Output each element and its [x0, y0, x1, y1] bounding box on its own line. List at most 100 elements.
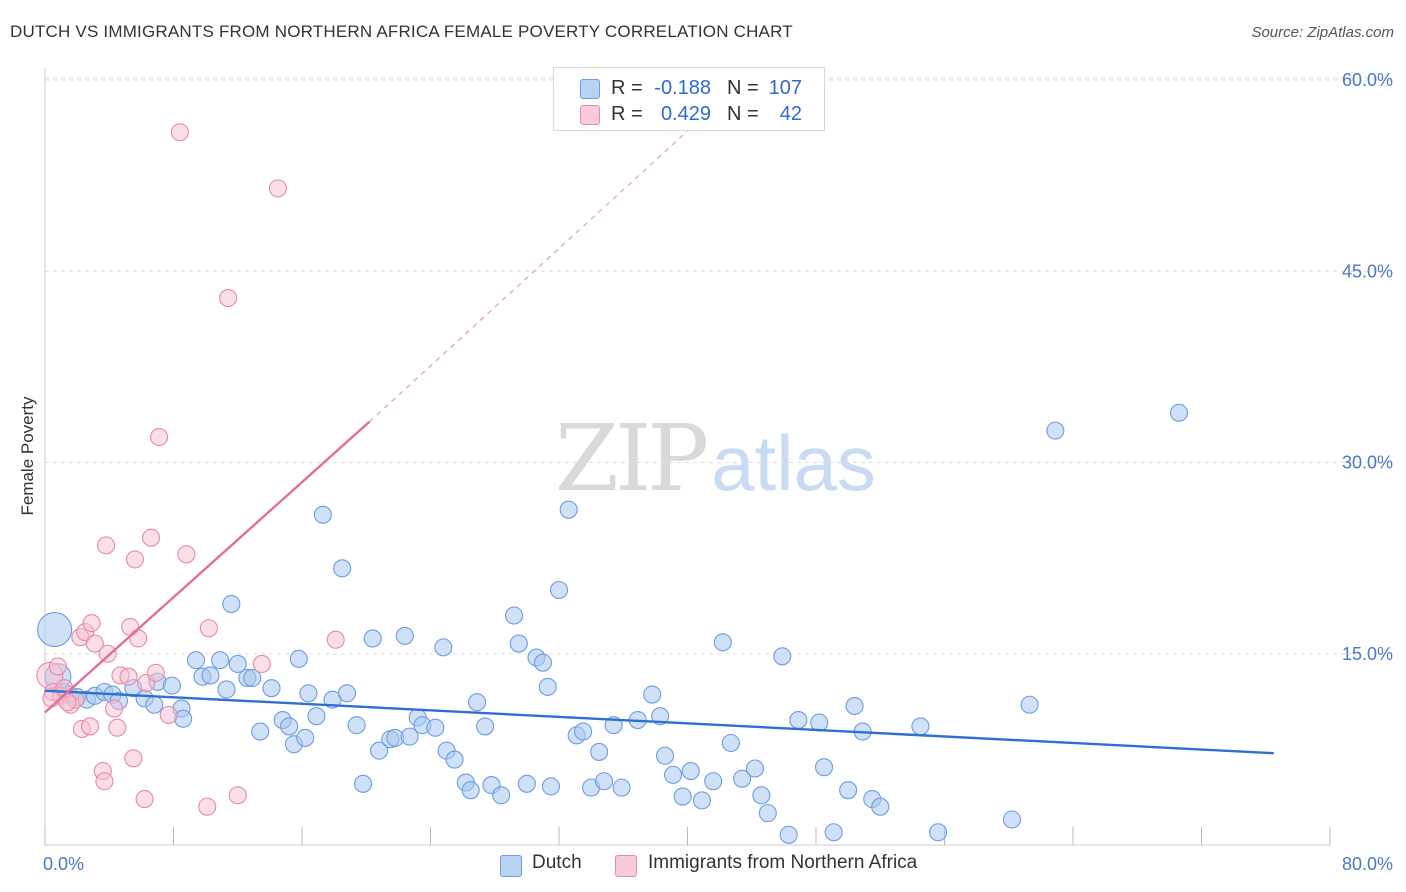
legend-row-immigrants: R = 0.429 N = 42: [554, 101, 824, 127]
dutch-point: [296, 728, 315, 747]
dutch-point: [201, 666, 220, 685]
dutch-point: [692, 791, 712, 810]
watermark-zip: ZIP: [555, 405, 709, 512]
dutch-point: [426, 718, 445, 737]
y-tick-label: 30.0%: [1342, 453, 1393, 473]
immigrants-point: [124, 749, 143, 768]
immigrants-point: [326, 630, 345, 649]
source-label: Source: ZipAtlas.com: [1251, 24, 1394, 41]
bottom-legend-swatch-dutch: [500, 855, 522, 877]
dutch-point: [574, 722, 593, 741]
immigrants-point: [82, 614, 101, 633]
dutch-point: [594, 772, 614, 791]
dutch-point: [228, 654, 247, 674]
legend-n-label: N =: [727, 103, 759, 125]
dutch-point: [333, 559, 352, 578]
dutch-point: [492, 786, 511, 805]
immigrants-point: [268, 179, 287, 198]
immigrants-point: [98, 644, 117, 663]
dutch-trend-line: [44, 689, 1274, 755]
dutch-point: [789, 710, 808, 730]
dutch-point: [704, 772, 723, 791]
immigrants-trend-extension: [369, 130, 688, 423]
immigrants-trend-line: [44, 420, 371, 714]
dutch-point: [299, 684, 318, 703]
dutch-point: [289, 649, 308, 668]
dutch-point: [280, 717, 299, 736]
immigrants-point: [219, 288, 238, 308]
bottom-legend-swatch-immigrants: [615, 855, 637, 877]
dutch-point: [445, 750, 464, 769]
dutch-point: [773, 647, 792, 666]
y-tick-label: 15.0%: [1342, 644, 1393, 664]
chart-title: DUTCH VS IMMIGRANTS FROM NORTHERN AFRICA…: [10, 22, 793, 41]
dutch-point: [1046, 421, 1065, 440]
immigrants-point: [129, 629, 148, 648]
x-tick-label: 0.0%: [43, 854, 84, 874]
dutch-point: [663, 765, 683, 784]
dutch-point: [347, 716, 366, 735]
immigrants-point: [146, 663, 165, 682]
immigrants-point: [96, 536, 116, 555]
legend-r-label: R =: [611, 103, 643, 125]
dutch-point: [1002, 810, 1022, 829]
immigrants-point: [48, 657, 67, 676]
dutch-point: [243, 668, 262, 688]
dutch-point: [541, 777, 561, 796]
dutch-point: [1169, 403, 1189, 422]
dutch-point: [713, 633, 732, 652]
dutch-point: [673, 787, 692, 806]
dutch-point: [504, 606, 524, 625]
correlation-legend: R = -0.188 N = 107 R = 0.429 N = 42: [553, 67, 825, 131]
y-tick-label: 60.0%: [1342, 70, 1393, 90]
y-tick-label: 45.0%: [1342, 261, 1393, 281]
dutch-point: [612, 778, 631, 797]
dutch-point: [211, 651, 230, 670]
immigrants-point: [170, 123, 189, 142]
dutch-point: [733, 769, 752, 788]
legend-r-label: R =: [611, 77, 643, 99]
dutch-point: [217, 680, 236, 699]
dutch-point: [517, 774, 536, 793]
immigrants-point: [95, 772, 114, 791]
immigrants-point: [177, 545, 196, 564]
dutch-point: [186, 651, 206, 670]
dutch-point: [643, 685, 662, 704]
immigrants-point: [199, 619, 218, 638]
dutch-point: [651, 707, 670, 726]
dutch-point: [509, 634, 528, 653]
immigrants-point: [252, 654, 271, 674]
dutch-point: [538, 677, 557, 696]
legend-n-label: N =: [727, 77, 759, 99]
dutch-point: [824, 823, 843, 842]
dutch-point: [752, 786, 771, 805]
dutch-point: [145, 695, 164, 714]
dutch-point: [162, 676, 181, 695]
immigrants-point: [149, 427, 169, 447]
legend-r-value: 0.429: [660, 103, 711, 125]
dutch-point: [363, 629, 382, 648]
dutch-point: [845, 696, 864, 716]
dutch-point: [476, 717, 495, 736]
immigrants-point: [198, 797, 217, 816]
legend-n-value: 42: [779, 103, 802, 125]
legend-swatch-immigrants: [580, 105, 600, 125]
dutch-point: [313, 505, 332, 524]
dutch-point: [779, 825, 798, 844]
dutch-point: [655, 746, 675, 765]
dutch-point: [434, 638, 453, 657]
dutch-point: [681, 761, 700, 781]
immigrants-point: [125, 550, 144, 569]
dutch-point: [395, 626, 414, 645]
immigrants-point: [119, 667, 138, 686]
legend-swatch-dutch: [580, 79, 600, 99]
dutch-point: [549, 580, 569, 600]
dutch-point: [468, 693, 487, 712]
immigrants-point: [80, 717, 100, 736]
immigrants-point: [105, 699, 124, 718]
legend-r-value: -0.188: [654, 77, 711, 99]
immigrants-point: [159, 705, 178, 725]
dutch-point: [590, 742, 609, 761]
dutch-point: [758, 804, 777, 823]
